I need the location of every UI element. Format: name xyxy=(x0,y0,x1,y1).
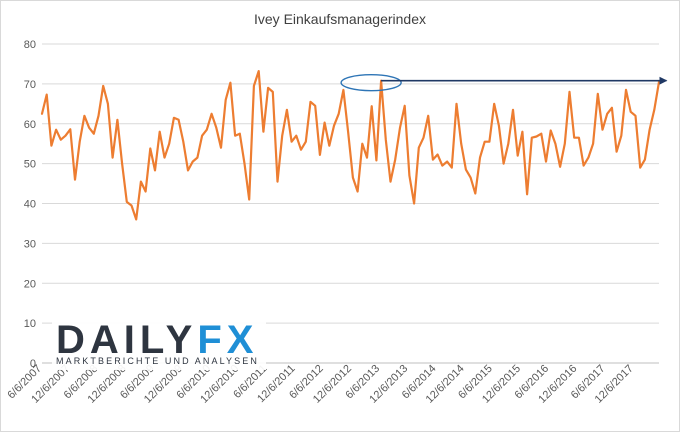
y-axis: 0 10 20 30 40 50 60 70 80 xyxy=(24,39,36,370)
logo-fx: FX xyxy=(197,318,259,362)
dailyfx-logo: DAILYFX MARKTBERICHTE UND ANALYSEN xyxy=(52,318,266,370)
chart-title: Ivey Einkaufsmanagerindex xyxy=(254,11,426,27)
logo-tagline: MARKTBERICHTE UND ANALYSEN xyxy=(56,356,259,366)
y-tick-label-30: 30 xyxy=(24,238,36,250)
series-line xyxy=(40,69,661,221)
series-ivey-pmi xyxy=(40,69,661,221)
y-tick-label-50: 50 xyxy=(24,159,36,171)
y-tick-label-80: 80 xyxy=(24,39,36,51)
y-tick-label-10: 10 xyxy=(24,318,36,330)
gridlines xyxy=(42,43,659,364)
logo-daily: DAILY xyxy=(56,318,198,362)
annotations xyxy=(340,73,668,92)
logo-wordmark: DAILYFX xyxy=(56,318,258,362)
highlight-ellipse xyxy=(340,73,402,92)
y-tick-label-60: 60 xyxy=(24,119,36,131)
y-tick-label-20: 20 xyxy=(24,278,36,290)
y-tick-label-40: 40 xyxy=(24,199,36,211)
y-tick-label-70: 70 xyxy=(24,79,36,91)
y-tick-label-0: 0 xyxy=(30,358,36,370)
